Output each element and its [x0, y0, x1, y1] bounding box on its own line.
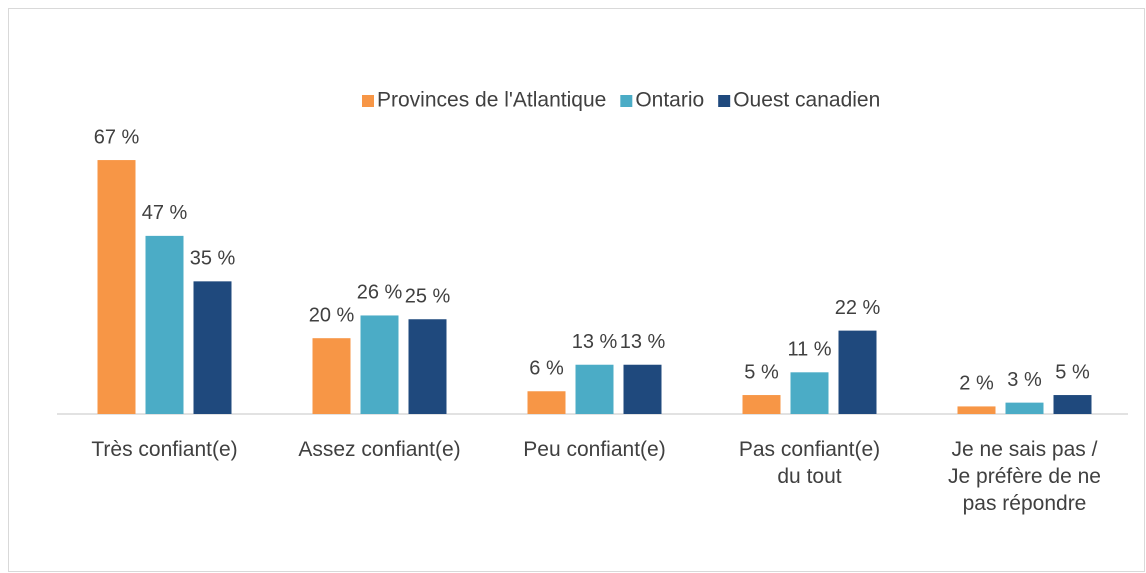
- bar: [408, 319, 447, 414]
- x-tick-label: Pas confiant(e) du tout: [739, 438, 880, 488]
- data-label: 13 %: [572, 331, 618, 353]
- x-tick-label: Peu confiant(e): [523, 438, 665, 461]
- legend-swatch: [620, 95, 633, 107]
- bar: [838, 330, 877, 414]
- chart-border: [8, 8, 1145, 572]
- data-label: 25 %: [405, 286, 451, 308]
- legend-label: Ontario: [635, 89, 704, 112]
- data-label: 20 %: [309, 304, 355, 326]
- legend-label: Provinces de l'Atlantique: [377, 89, 606, 112]
- legend-swatch: [362, 95, 374, 107]
- legend-swatch: [718, 95, 731, 107]
- x-tick-label: Assez confiant(e): [298, 438, 460, 461]
- x-tick-label: Je ne sais pas / Je préfère de ne pas répo…: [948, 438, 1101, 515]
- bar: [193, 281, 232, 414]
- data-label: 6 %: [529, 358, 564, 380]
- bar: [957, 406, 996, 414]
- data-label: 35 %: [190, 248, 236, 270]
- bar: [360, 315, 399, 414]
- bar: [145, 235, 184, 414]
- data-label: 5 %: [1055, 361, 1090, 383]
- data-label: 11 %: [787, 339, 831, 361]
- bar: [1053, 395, 1092, 414]
- bar: [527, 391, 566, 414]
- data-label: 3 %: [1007, 369, 1042, 391]
- data-label: 22 %: [835, 297, 881, 319]
- bar: [790, 372, 829, 414]
- bar: [575, 364, 614, 414]
- bar: [742, 395, 781, 414]
- legend-label: Ouest canadien: [733, 89, 880, 112]
- bar: [1005, 402, 1044, 414]
- data-label: 5 %: [744, 361, 779, 383]
- data-label: 47 %: [142, 202, 188, 224]
- x-tick-label: Très confiant(e): [91, 438, 237, 461]
- data-label: 2 %: [959, 373, 994, 395]
- data-label: 26 %: [357, 282, 403, 304]
- bar: [97, 160, 136, 414]
- bar: [312, 338, 351, 414]
- data-label: 13 %: [620, 331, 666, 353]
- bar: [623, 364, 662, 414]
- data-label: 67 %: [94, 126, 140, 148]
